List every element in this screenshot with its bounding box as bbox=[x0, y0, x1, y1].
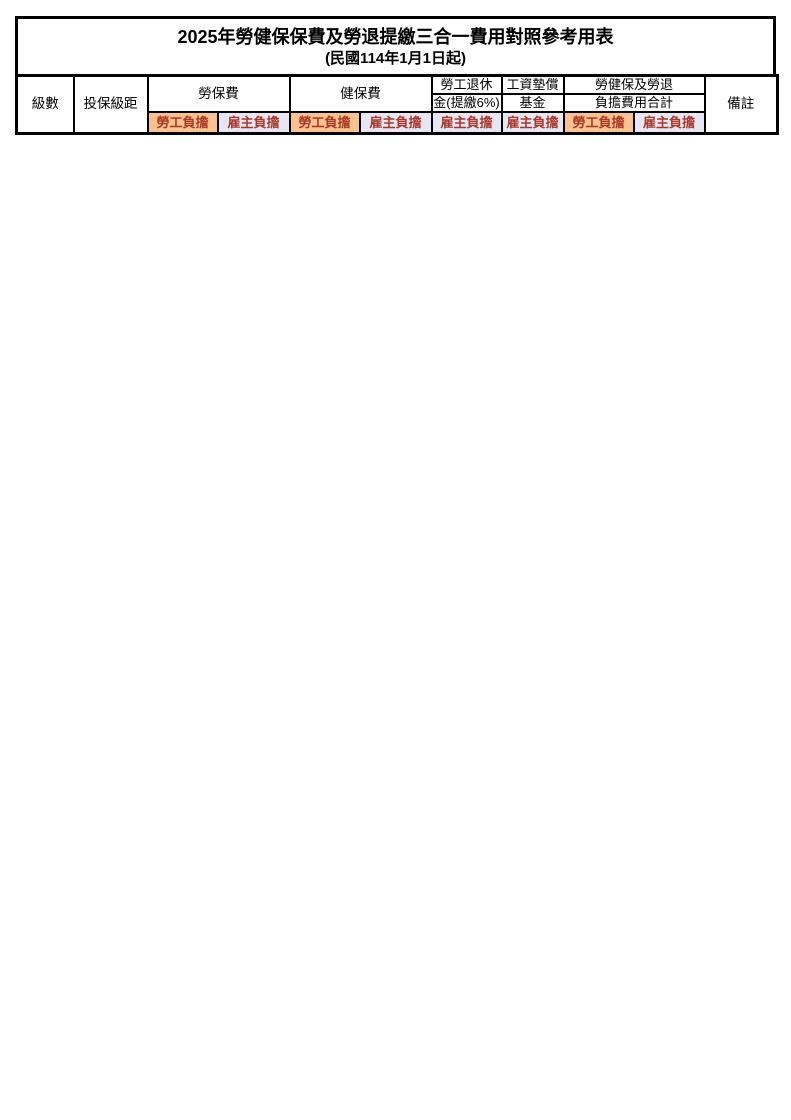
header-row-groups-line2: 金(提繳6%) 基金 負擔費用合計 bbox=[17, 93, 778, 114]
col-header-labor-insurance: 勞保費 bbox=[146, 74, 291, 114]
col-header-total-line2: 負擔費用合計 bbox=[562, 93, 706, 114]
subheader-labor-employee: 勞工負擔 bbox=[146, 111, 219, 135]
col-header-pension-line1: 勞工退休 bbox=[430, 74, 503, 96]
page-title: 2025年勞健保保費及勞退提繳三合一費用對照參考用表 bbox=[177, 27, 614, 47]
subheader-health-employer: 雇主負擔 bbox=[358, 111, 433, 135]
header-row-groups: 級數 投保級距 勞保費 健保費 勞工退休 工資墊償 勞健保及勞退 備註 bbox=[15, 74, 779, 135]
col-header-wage-arrears-line2: 基金 bbox=[500, 93, 565, 114]
subheader-total-employer: 雇主負擔 bbox=[632, 111, 706, 135]
reference-table-sheet: 2025年勞健保保費及勞退提繳三合一費用對照參考用表 (民國114年1月1日起)… bbox=[15, 16, 780, 136]
col-header-bracket: 投保級距 bbox=[72, 74, 149, 135]
premium-table: 級數 投保級距 勞保費 健保費 勞工退休 工資墊償 勞健保及勞退 備註 金(提繳… bbox=[15, 73, 780, 136]
page-subtitle: (民國114年1月1日起) bbox=[325, 50, 466, 68]
col-header-wage-arrears-line1: 工資墊償 bbox=[500, 74, 565, 96]
col-header-pension-line2: 金(提繳6%) bbox=[430, 93, 503, 114]
subheader-pension-employer: 雇主負擔 bbox=[430, 111, 503, 135]
subheader-total-employee: 勞工負擔 bbox=[562, 111, 635, 135]
col-header-level: 級數 bbox=[15, 74, 75, 135]
subheader-labor-employer: 雇主負擔 bbox=[216, 111, 291, 135]
col-header-total-line1: 勞健保及勞退 bbox=[562, 74, 706, 96]
col-header-health-insurance: 健保費 bbox=[288, 74, 433, 114]
table-title-block: 2025年勞健保保費及勞退提繳三合一費用對照參考用表 (民國114年1月1日起) bbox=[15, 16, 776, 74]
header-row-burden: 勞工負擔 雇主負擔 勞工負擔 雇主負擔 雇主負擔 雇主負擔 勞工負擔 雇主負擔 bbox=[17, 111, 778, 135]
col-header-notes: 備註 bbox=[703, 74, 779, 135]
subheader-health-employee: 勞工負擔 bbox=[288, 111, 361, 135]
subheader-wage-arrears-employer: 雇主負擔 bbox=[500, 111, 565, 135]
